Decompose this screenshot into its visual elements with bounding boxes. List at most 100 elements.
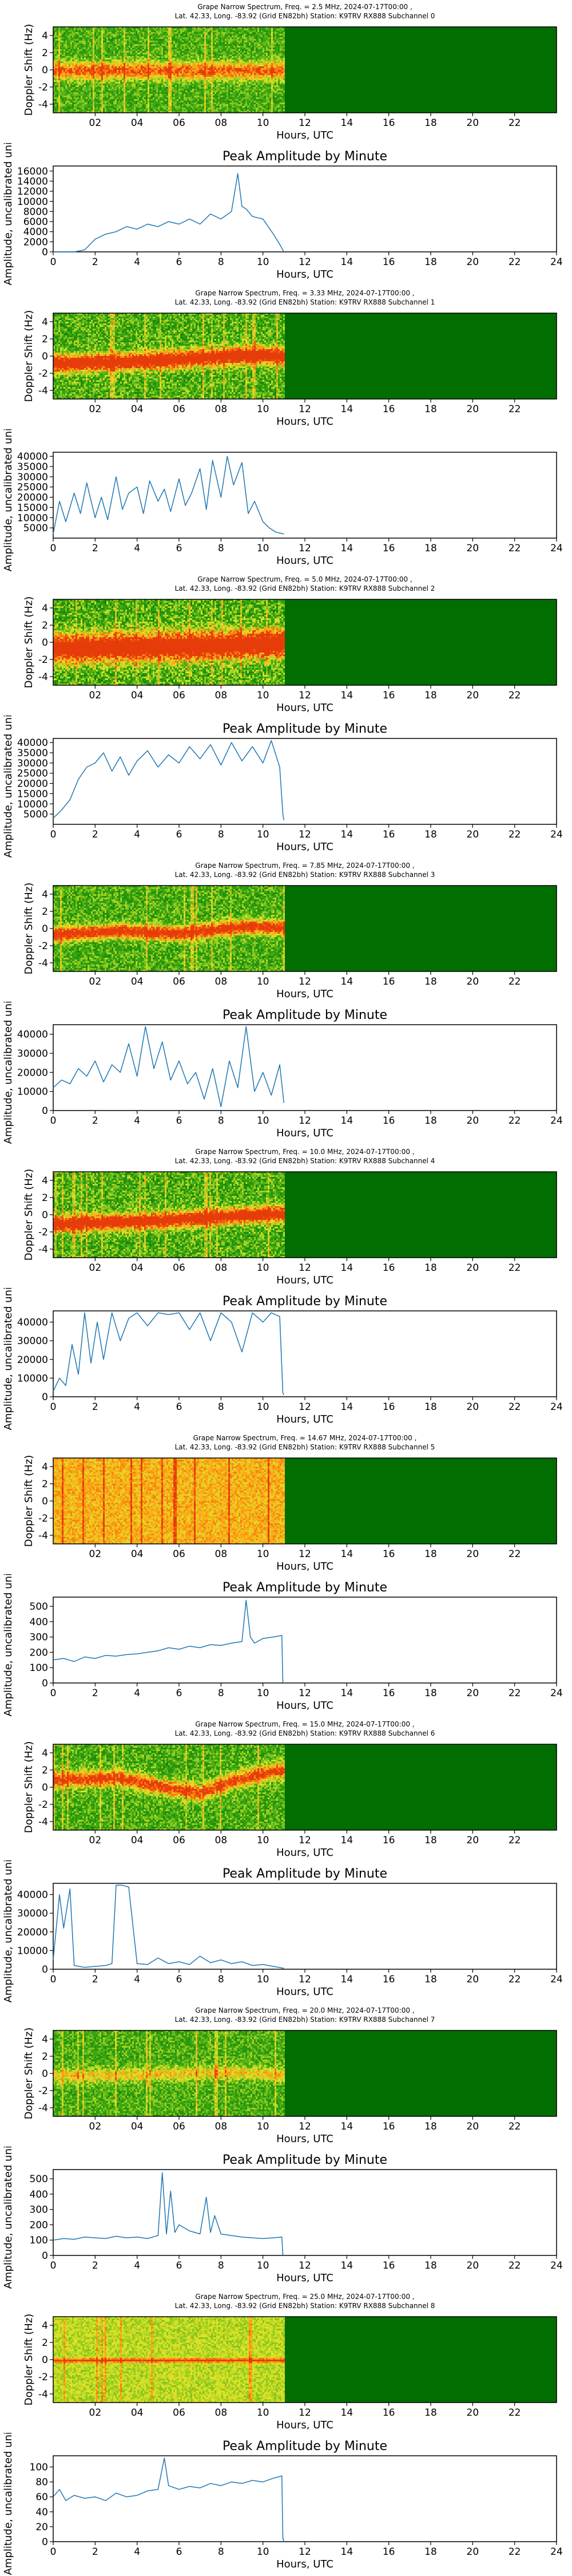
amplitude-series-line bbox=[53, 1600, 284, 1683]
y-tick-label: -4 bbox=[38, 2389, 48, 2400]
chart-subtitle: Lat. 42.33, Long. -83.92 (Grid EN82bh) S… bbox=[175, 584, 435, 592]
x-tick-label: 6 bbox=[176, 1401, 182, 1413]
x-tick-label: 06 bbox=[173, 404, 185, 415]
x-tick-label: 04 bbox=[131, 404, 144, 415]
y-tick-label: 10000 bbox=[17, 799, 48, 810]
x-tick-label: 14 bbox=[341, 2260, 353, 2271]
chart-title: Grape Narrow Spectrum, Freq. = 3.33 MHz,… bbox=[195, 289, 414, 297]
x-tick-label: 22 bbox=[509, 829, 521, 840]
x-tick-label: 4 bbox=[134, 829, 140, 840]
x-tick-label: 0 bbox=[50, 2260, 57, 2271]
plot-frame bbox=[53, 1597, 557, 1683]
y-tick-label: 400 bbox=[30, 1617, 48, 1628]
y-tick-label: 300 bbox=[30, 1632, 48, 1643]
x-tick-label: 20 bbox=[467, 2407, 479, 2419]
chart-title: Grape Narrow Spectrum, Freq. = 10.0 MHz,… bbox=[195, 1148, 414, 1156]
x-tick-label: 18 bbox=[424, 256, 437, 268]
x-tick-label: 6 bbox=[176, 1115, 182, 1127]
x-tick-label: 12 bbox=[299, 1115, 311, 1127]
x-tick-label: 18 bbox=[424, 2407, 437, 2419]
y-axis-label: Doppler Shift (Hz) bbox=[23, 24, 35, 116]
y-tick-label: 20000 bbox=[17, 1927, 48, 1938]
x-tick-label: 18 bbox=[424, 2546, 437, 2558]
x-axis: 0 2 4 6 8 10 12 14 16 18 20 22 24 bbox=[50, 2255, 563, 2271]
x-tick-label: 0 bbox=[50, 2546, 57, 2558]
x-tick-label: 08 bbox=[215, 404, 228, 415]
y-tick-label: 35000 bbox=[17, 461, 48, 473]
x-tick-label: 10 bbox=[257, 1548, 269, 1560]
x-tick-label: 04 bbox=[131, 2407, 144, 2419]
chart-title: Peak Amplitude by Minute bbox=[223, 722, 387, 736]
x-tick-label: 14 bbox=[341, 1548, 353, 1560]
chart-title: Grape Narrow Spectrum, Freq. = 25.0 MHz,… bbox=[195, 2293, 414, 2301]
x-tick-label: 08 bbox=[215, 690, 228, 701]
x-tick-label: 10 bbox=[257, 1401, 269, 1413]
y-tick-label: 30000 bbox=[17, 472, 48, 483]
x-tick-label: 4 bbox=[134, 1115, 140, 1127]
y-tick-label: 25000 bbox=[17, 482, 48, 493]
y-tick-label: 6000 bbox=[23, 216, 48, 228]
x-tick-label: 4 bbox=[134, 2260, 140, 2271]
y-tick-label: -4 bbox=[38, 385, 48, 397]
x-tick-label: 20 bbox=[467, 1115, 479, 1127]
x-tick-label: 12 bbox=[299, 2260, 311, 2271]
x-tick-label: 8 bbox=[218, 2260, 224, 2271]
x-tick-label: 16 bbox=[383, 829, 395, 840]
x-tick-label: 2 bbox=[92, 1974, 98, 1985]
chart-subtitle: Lat. 42.33, Long. -83.92 (Grid EN82bh) S… bbox=[175, 2016, 435, 2024]
y-axis-label: Amplitude, uncalibrated units bbox=[2, 716, 14, 858]
x-tick-label: 10 bbox=[257, 1115, 269, 1127]
y-tick-label: 35000 bbox=[17, 748, 48, 759]
y-tick-label: 8000 bbox=[23, 206, 48, 218]
chart-title: Grape Narrow Spectrum, Freq. = 15.0 MHz,… bbox=[195, 1720, 414, 1728]
x-axis-label: Hours, UTC bbox=[276, 555, 333, 567]
x-tick-label: 10 bbox=[257, 117, 269, 129]
spectrogram-chart-12: Grape Narrow Spectrum, Freq. = 15.0 MHz,… bbox=[0, 1717, 572, 1860]
x-tick-label: 24 bbox=[550, 1974, 563, 1985]
x-tick-label: 14 bbox=[341, 1835, 353, 1846]
x-tick-label: 24 bbox=[550, 1688, 563, 1699]
y-tick-label: -2 bbox=[38, 368, 48, 380]
spectrogram-chart-10: Grape Narrow Spectrum, Freq. = 14.67 MHz… bbox=[0, 1431, 572, 1574]
x-tick-label: 20 bbox=[467, 976, 479, 987]
y-axis: -4-2024 bbox=[38, 1175, 53, 1255]
amplitude-series-line bbox=[53, 1313, 284, 1394]
x-tick-label: 16 bbox=[383, 2121, 395, 2132]
y-tick-label: 60 bbox=[35, 2492, 48, 2503]
x-tick-label: 10 bbox=[257, 829, 269, 840]
x-axis-label: Hours, UTC bbox=[276, 1986, 333, 1998]
chart-subtitle: Lat. 42.33, Long. -83.92 (Grid EN82bh) S… bbox=[175, 12, 435, 20]
x-tick-label: 8 bbox=[218, 2546, 224, 2558]
chart-title: Peak Amplitude by Minute bbox=[223, 1867, 387, 1881]
x-tick-label: 20 bbox=[467, 404, 479, 415]
x-tick-label: 6 bbox=[176, 1974, 182, 1985]
x-tick-label: 2 bbox=[92, 1688, 98, 1699]
x-axis: 0 2 4 6 8 10 12 14 16 18 20 22 24 bbox=[50, 1683, 563, 1699]
x-axis: 02 04 06 08 10 12 14 16 18 20 22 bbox=[89, 399, 521, 415]
x-tick-label: 06 bbox=[173, 2121, 185, 2132]
x-tick-label: 22 bbox=[509, 1974, 521, 1985]
x-tick-label: 10 bbox=[257, 2260, 269, 2271]
y-tick-label: 30000 bbox=[17, 1908, 48, 1919]
y-tick-label: 2 bbox=[42, 48, 48, 59]
y-axis-label: Doppler Shift (Hz) bbox=[23, 1169, 35, 1261]
x-tick-label: 24 bbox=[550, 2546, 563, 2558]
x-tick-label: 02 bbox=[89, 1548, 102, 1560]
x-axis: 02 04 06 08 10 12 14 16 18 20 22 bbox=[89, 1258, 521, 1274]
y-axis-label: Doppler Shift (Hz) bbox=[23, 883, 35, 975]
y-tick-label: 4 bbox=[42, 2034, 48, 2045]
y-tick-label: 4 bbox=[42, 2320, 48, 2332]
x-tick-label: 6 bbox=[176, 829, 182, 840]
x-axis-label: Hours, UTC bbox=[276, 129, 333, 141]
x-tick-label: 22 bbox=[509, 1401, 521, 1413]
y-axis-label: Doppler Shift (Hz) bbox=[23, 310, 35, 402]
y-axis-label: Doppler Shift (Hz) bbox=[23, 596, 35, 689]
x-tick-label: 0 bbox=[50, 543, 57, 554]
x-tick-label: 6 bbox=[176, 256, 182, 268]
